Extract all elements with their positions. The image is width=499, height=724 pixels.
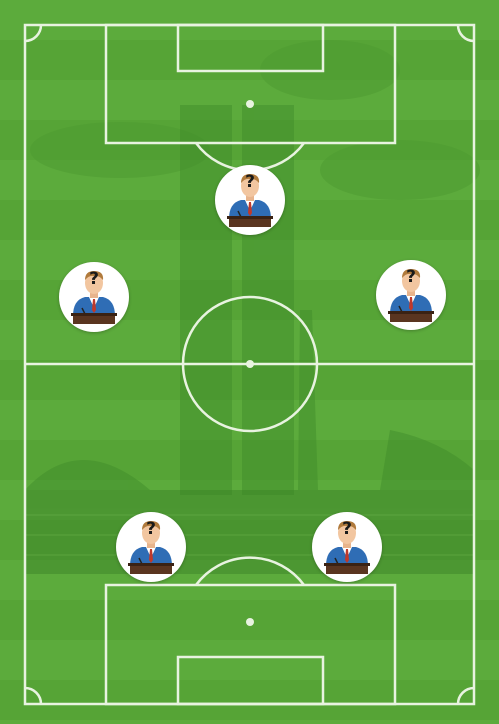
unknown-player-mark: ? xyxy=(89,269,99,289)
player-slot-mid-right[interactable]: ? xyxy=(376,260,446,330)
player-slot-bottom-right[interactable]: ? xyxy=(312,512,382,582)
player-slot-top-center[interactable]: ? xyxy=(215,165,285,235)
unknown-player-mark: ? xyxy=(342,519,352,539)
politician-silhouette-icon xyxy=(227,174,273,227)
player-slot-bottom-left[interactable]: ? xyxy=(116,512,186,582)
politician-silhouette-icon xyxy=(388,269,434,322)
politician-silhouette-icon xyxy=(128,521,174,574)
unknown-player-mark: ? xyxy=(146,519,156,539)
unknown-player-mark: ? xyxy=(245,172,255,192)
politician-silhouette-icon xyxy=(324,521,370,574)
player-slot-mid-left[interactable]: ? xyxy=(59,262,129,332)
politician-silhouette-icon xyxy=(71,271,117,324)
unknown-player-mark: ? xyxy=(406,267,416,287)
